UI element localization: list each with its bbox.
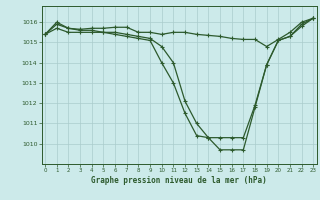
X-axis label: Graphe pression niveau de la mer (hPa): Graphe pression niveau de la mer (hPa) bbox=[91, 176, 267, 185]
